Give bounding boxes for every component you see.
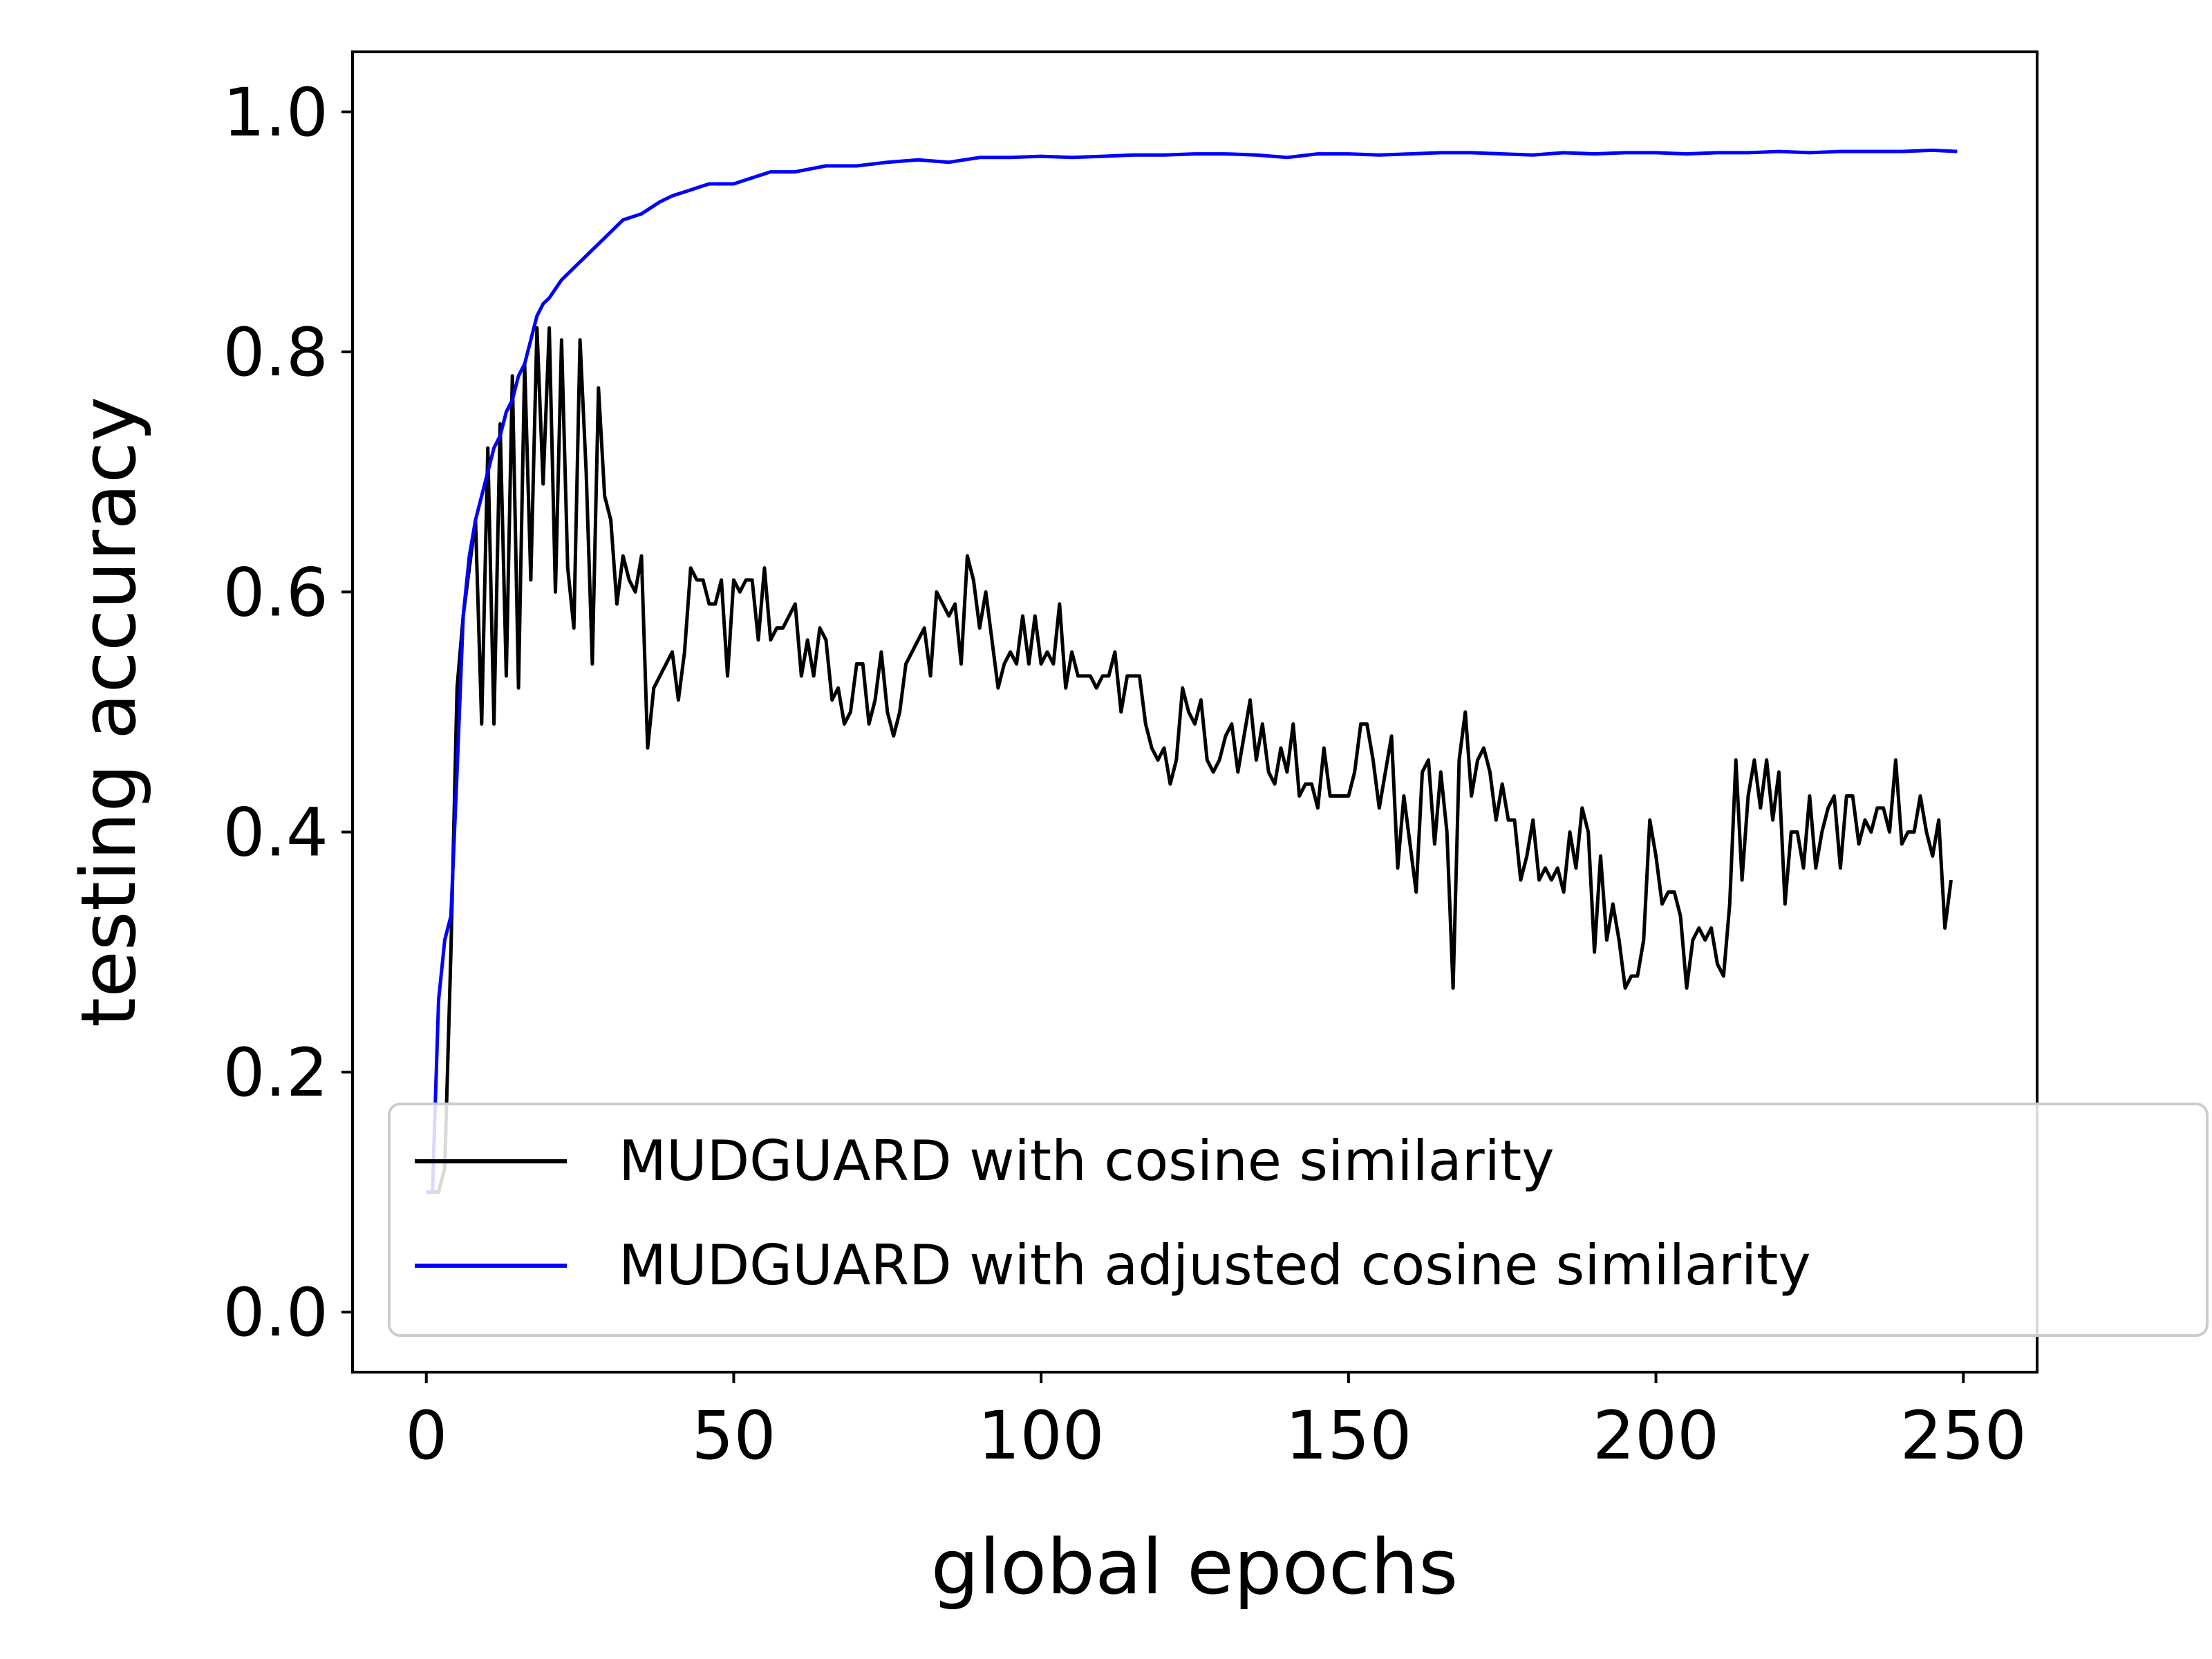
legend-label-adjusted-cosine: MUDGUARD with adjusted cosine similarity [619,1233,1811,1297]
y-tick-label: 0.0 [223,1274,328,1351]
x-tick-label: 0 [405,1397,447,1474]
y-tick-label: 0.8 [223,314,328,391]
x-tick-label: 200 [1593,1397,1719,1474]
y-tick-label: 1.0 [223,74,328,151]
y-tick-label: 0.6 [223,554,328,631]
y-axis-label: testing accuracy [64,397,153,1028]
x-tick-label: 150 [1285,1397,1412,1474]
tick-layer: 0 50 100 150 200 250 0.0 0.2 0.4 0.6 0.8 1.0 [223,74,2027,1474]
x-tick-label: 100 [978,1397,1105,1474]
y-tick-label: 0.2 [223,1034,328,1112]
legend-label-cosine: MUDGUARD with cosine similarity [619,1129,1555,1193]
x-axis-label: global epochs [931,1523,1459,1611]
legend[interactable]: MUDGUARD with cosine similarity MUDGUARD… [388,1103,2209,1337]
plot-layer [426,148,1958,1194]
y-tick-label: 0.4 [223,794,328,872]
legend-box [388,1103,2209,1337]
x-tick-label: 250 [1900,1397,2027,1474]
series-line-adjusted-cosine [426,148,1958,1194]
x-tick-label: 50 [691,1397,776,1474]
series-line-cosine [426,326,1953,1194]
